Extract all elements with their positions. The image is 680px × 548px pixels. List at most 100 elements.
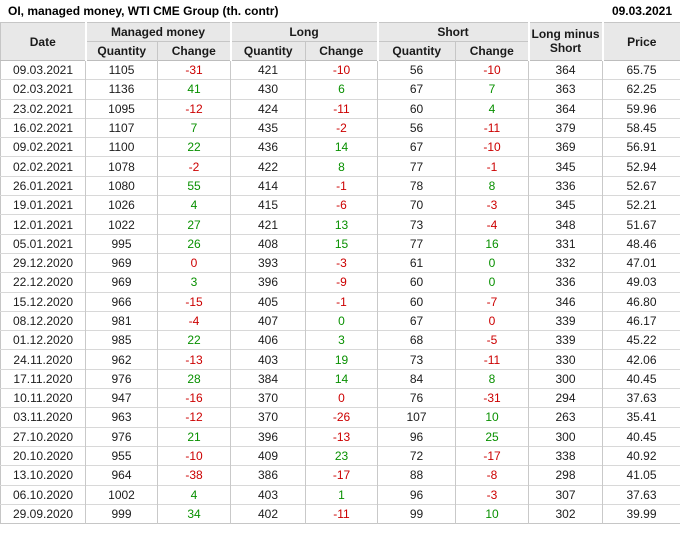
cell-short-quantity: 56 [377, 60, 456, 80]
cell-short-change: -10 [455, 60, 529, 80]
cell-short-change: -3 [455, 195, 529, 215]
cell-short-quantity: 61 [377, 252, 456, 273]
cell-long-minus-short: 364 [528, 98, 603, 119]
cell-long-change: 8 [304, 156, 378, 177]
cell-long-minus-short: 339 [528, 310, 603, 331]
table-row: 20.10.2020 955 -10 409 23 72 -17 338 40.92 [0, 445, 680, 466]
col-subheader-mm-change: Change [157, 41, 231, 61]
cell-date: 02.02.2021 [0, 156, 86, 177]
cell-mm-quantity: 1105 [85, 60, 158, 80]
cell-mm-quantity: 1002 [85, 484, 158, 505]
cell-short-quantity: 73 [377, 214, 456, 235]
cell-mm-quantity: 947 [85, 388, 158, 408]
cell-date: 27.10.2020 [0, 426, 86, 447]
cell-long-quantity: 422 [230, 156, 306, 177]
cell-long-quantity: 409 [230, 445, 306, 466]
cell-short-change: 10 [455, 503, 529, 524]
cell-mm-change: 22 [157, 137, 231, 157]
cell-short-quantity: 96 [377, 426, 456, 447]
cell-long-quantity: 403 [230, 484, 306, 505]
table-row: 12.01.2021 1022 27 421 13 73 -4 348 51.67 [0, 214, 680, 235]
cell-price: 46.17 [602, 310, 680, 331]
col-header-date: Date [0, 22, 86, 61]
cell-mm-change: -12 [157, 407, 231, 428]
cell-short-change: -4 [455, 214, 529, 235]
cell-mm-change: 55 [157, 175, 231, 196]
cell-long-change: 6 [304, 79, 378, 100]
cell-mm-quantity: 1026 [85, 195, 158, 215]
cell-short-quantity: 96 [377, 484, 456, 505]
cell-mm-change: -2 [157, 156, 231, 177]
cell-mm-quantity: 1078 [85, 156, 158, 177]
cell-short-change: -10 [455, 137, 529, 157]
cell-price: 52.94 [602, 156, 680, 177]
cell-long-quantity: 414 [230, 175, 306, 196]
cell-short-quantity: 60 [377, 272, 456, 293]
cell-mm-quantity: 981 [85, 310, 158, 331]
cell-long-change: -2 [304, 117, 378, 138]
cell-short-quantity: 67 [377, 137, 456, 157]
cell-price: 40.92 [602, 445, 680, 466]
cell-mm-quantity: 976 [85, 368, 158, 389]
cell-long-change: 0 [304, 388, 378, 408]
cell-mm-quantity: 1080 [85, 175, 158, 196]
cell-mm-quantity: 976 [85, 426, 158, 447]
cell-date: 26.01.2021 [0, 175, 86, 196]
cell-long-change: -17 [304, 465, 378, 486]
table-row: 13.10.2020 964 -38 386 -17 88 -8 298 41.05 [0, 465, 680, 486]
cell-date: 09.03.2021 [12, 63, 74, 78]
cell-date: 03.11.2020 [0, 407, 86, 428]
cell-long-change: -13 [304, 426, 378, 447]
cell-long-quantity: 370 [230, 388, 306, 408]
cell-long-minus-short: 336 [528, 175, 603, 196]
cell-price: 58.45 [602, 117, 680, 138]
table-row: 29.12.2020 969 0 393 -3 61 0 332 47.01 [0, 252, 680, 273]
cell-long-quantity: 386 [230, 465, 306, 486]
col-subheader-long-change: Change [304, 41, 378, 61]
table-row: 16.02.2021 1107 7 435 -2 56 -11 379 58.45 [0, 117, 680, 138]
cell-short-quantity: 73 [377, 349, 456, 370]
cell-price: 45.22 [602, 330, 680, 350]
cell-mm-change: 4 [157, 484, 231, 505]
cell-price: 59.96 [602, 98, 680, 119]
cell-date: 02.03.2021 [0, 79, 86, 100]
cell-long-quantity: 421 [230, 60, 306, 80]
cell-mm-change: -31 [157, 60, 231, 80]
col-subheader-mm-quantity: Quantity [84, 41, 158, 61]
cell-date: 16.02.2021 [0, 117, 86, 138]
cell-long-minus-short: 300 [528, 426, 603, 447]
col-header-price: Price [601, 22, 680, 61]
cell-mm-change: 0 [157, 252, 231, 273]
cell-long-minus-short: 345 [528, 156, 603, 177]
cell-mm-quantity: 969 [85, 272, 158, 293]
cell-long-quantity: 396 [230, 272, 306, 293]
cell-long-change: 13 [304, 214, 378, 235]
cell-long-minus-short: 332 [528, 252, 603, 273]
cell-price: 39.99 [602, 503, 680, 524]
cell-mm-change: 3 [157, 272, 231, 293]
cell-mm-change: 26 [157, 233, 231, 254]
table-row: 26.01.2021 1080 55 414 -1 78 8 336 52.67 [0, 175, 680, 196]
cell-price: 48.46 [602, 233, 680, 254]
cell-short-quantity: 77 [377, 156, 456, 177]
cell-long-quantity: 405 [230, 291, 306, 312]
col-subheader-short-change: Change [455, 41, 529, 61]
page-title: OI, managed money, WTI CME Group (th. co… [8, 4, 279, 18]
cell-long-quantity: 435 [230, 117, 306, 138]
table-row: 09.03.2021 1105 -31 421 -10 56 -10 364 65.75 [1, 60, 680, 80]
cell-short-quantity: 84 [377, 368, 456, 389]
cell-long-minus-short: 298 [528, 465, 603, 486]
cell-long-change: 0 [304, 310, 378, 331]
cell-long-quantity: 430 [230, 79, 306, 100]
table-row: 27.10.2020 976 21 396 -13 96 25 300 40.45 [0, 426, 680, 447]
cell-date: 05.01.2021 [0, 233, 86, 254]
cell-long-quantity: 370 [230, 407, 306, 428]
cell-long-quantity: 393 [230, 252, 306, 273]
cell-short-quantity: 77 [377, 233, 456, 254]
cell-short-quantity: 60 [377, 98, 456, 119]
cell-short-change: -31 [455, 388, 529, 408]
cell-mm-quantity: 1100 [85, 137, 158, 157]
cell-long-minus-short: 307 [528, 484, 603, 505]
cell-short-quantity: 99 [377, 503, 456, 524]
cell-long-quantity: 396 [230, 426, 306, 447]
